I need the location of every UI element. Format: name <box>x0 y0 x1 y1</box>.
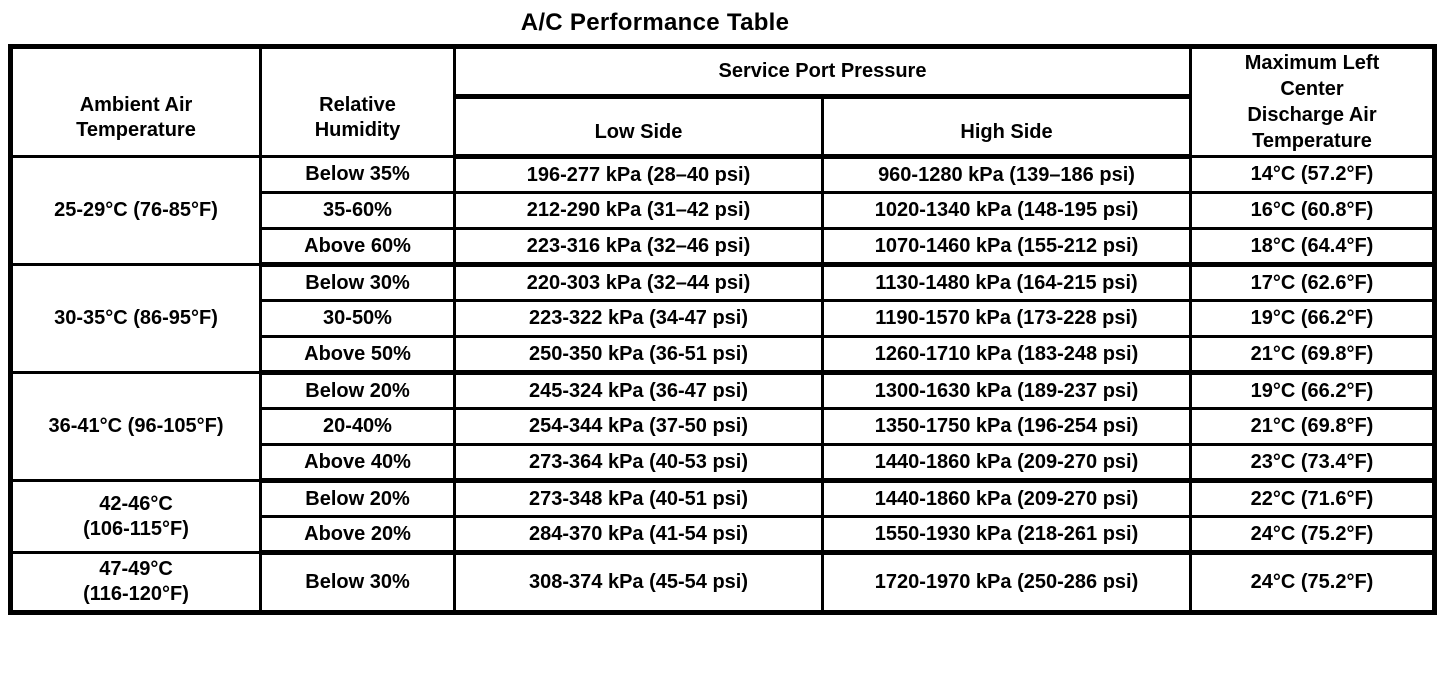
table-row: 20-40% 254-344 kPa (37-50 psi) 1350-1750… <box>11 407 1436 446</box>
header-high-side: High Side <box>821 95 1192 159</box>
header-line: Temperature <box>76 119 196 141</box>
high-side-cell: 1720-1970 kPa (250-286 psi) <box>821 551 1192 614</box>
ambient-text: 47-49°C <box>99 558 173 580</box>
table-row: Above 60% 223-316 kPa (32–46 psi) 1070-1… <box>11 227 1436 267</box>
header-line: Relative <box>319 94 396 116</box>
table-title: A/C Performance Table <box>520 9 790 36</box>
humidity-cell: 35-60% <box>259 191 456 230</box>
high-side-cell: 1440-1860 kPa (209-270 psi) <box>821 443 1192 483</box>
humidity-cell: Below 20% <box>259 479 456 518</box>
ambient-cell: 42-46°C (106-115°F) <box>9 479 262 554</box>
table-header: Ambient Air Temperature Relative Humidit… <box>9 45 1436 159</box>
humidity-cell: Below 30% <box>259 551 456 614</box>
ambient-cell: 47-49°C (116-120°F) <box>9 551 262 614</box>
discharge-temp-cell: 24°C (75.2°F) <box>1189 515 1436 555</box>
low-side-cell: 250-350 kPa (36-51 psi) <box>453 335 824 375</box>
humidity-cell: Below 30% <box>259 263 456 302</box>
discharge-temp-cell: 17°C (62.6°F) <box>1189 263 1436 302</box>
high-side-cell: 1020-1340 kPa (148-195 psi) <box>821 191 1192 230</box>
high-side-cell: 1070-1460 kPa (155-212 psi) <box>821 227 1192 267</box>
discharge-temp-cell: 21°C (69.8°F) <box>1189 335 1436 375</box>
ambient-text: (106-115°F) <box>83 517 189 540</box>
humidity-cell: Above 40% <box>259 443 456 483</box>
humidity-cell: Below 20% <box>259 371 456 410</box>
header-line: Temperature <box>1252 130 1372 152</box>
table-body: 25-29°C (76-85°F) Below 35% 196-277 kPa … <box>9 155 1436 614</box>
header-row-top: Ambient Air Temperature Relative Humidit… <box>9 45 1436 158</box>
high-side-cell: 1550-1930 kPa (218-261 psi) <box>821 515 1192 555</box>
low-side-cell: 273-364 kPa (40-53 psi) <box>453 443 824 483</box>
header-line: Maximum Left <box>1244 52 1380 74</box>
discharge-temp-cell: 22°C (71.6°F) <box>1189 479 1436 518</box>
header-relative-humidity: Relative Humidity <box>259 45 456 158</box>
ambient-text: (116-120°F) <box>83 583 189 605</box>
table-row: Above 50% 250-350 kPa (36-51 psi) 1260-1… <box>11 335 1436 375</box>
ambient-text: 36-41°C (96-105°F) <box>48 415 224 437</box>
table-row: 25-29°C (76-85°F) Below 35% 196-277 kPa … <box>9 155 1436 266</box>
header-line: Humidity <box>314 119 401 141</box>
ac-performance-table: Ambient Air Temperature Relative Humidit… <box>8 44 1437 615</box>
ambient-text: 30-35°C (86-95°F) <box>54 307 218 329</box>
table-row: 30-35°C (86-95°F) Below 30% 220-303 kPa … <box>9 263 1436 374</box>
high-side-cell: 1300-1630 kPa (189-237 psi) <box>821 371 1192 410</box>
discharge-temp-cell: 14°C (57.2°F) <box>1189 155 1436 194</box>
header-line: Discharge Air <box>1247 104 1377 126</box>
discharge-temp-cell: 23°C (73.4°F) <box>1189 443 1436 483</box>
discharge-temp-cell: 19°C (66.2°F) <box>1189 371 1436 410</box>
low-side-cell: 254-344 kPa (37-50 psi) <box>453 407 824 446</box>
low-side-cell: 212-290 kPa (31–42 psi) <box>453 191 824 230</box>
discharge-temp-cell: 16°C (60.8°F) <box>1189 191 1436 230</box>
table-row: 42-46°C (106-115°F) Below 20% 273-348 kP… <box>9 479 1436 554</box>
header-ambient-air-temperature: Ambient Air Temperature <box>9 45 262 158</box>
ambient-cell: 30-35°C (86-95°F) <box>9 263 262 374</box>
discharge-temp-cell: 21°C (69.8°F) <box>1189 407 1436 446</box>
discharge-temp-cell: 24°C (75.2°F) <box>1189 551 1436 614</box>
low-side-cell: 284-370 kPa (41-54 psi) <box>453 515 824 555</box>
humidity-cell: 20-40% <box>259 407 456 446</box>
high-side-cell: 1260-1710 kPa (183-248 psi) <box>821 335 1192 375</box>
discharge-temp-cell: 19°C (66.2°F) <box>1189 299 1436 338</box>
header-row-sub: Low Side High Side <box>11 95 1435 159</box>
discharge-temp-cell: 18°C (64.4°F) <box>1189 227 1436 267</box>
low-side-cell: 245-324 kPa (36-47 psi) <box>453 371 824 410</box>
high-side-cell: 960-1280 kPa (139–186 psi) <box>821 155 1192 194</box>
ambient-text: 42-46°C <box>99 492 173 515</box>
low-side-cell: 273-348 kPa (40-51 psi) <box>453 479 824 518</box>
header-line: Ambient Air <box>79 94 193 116</box>
high-side-cell: 1440-1860 kPa (209-270 psi) <box>821 479 1192 518</box>
humidity-cell: Above 50% <box>259 335 456 375</box>
low-side-cell: 220-303 kPa (32–44 psi) <box>453 263 824 302</box>
high-side-cell: 1130-1480 kPa (164-215 psi) <box>821 263 1192 302</box>
low-side-cell: 308-374 kPa (45-54 psi) <box>453 551 824 614</box>
high-side-cell: 1190-1570 kPa (173-228 psi) <box>821 299 1192 338</box>
header-service-port-pressure: Service Port Pressure <box>453 45 1192 99</box>
table-row: Above 20% 284-370 kPa (41-54 psi) 1550-1… <box>11 515 1436 555</box>
ambient-text: 25-29°C (76-85°F) <box>54 199 218 221</box>
header-max-left-center-discharge-air-temperature: Maximum Left Center Discharge Air Temper… <box>1189 45 1436 158</box>
table-row: 35-60% 212-290 kPa (31–42 psi) 1020-1340… <box>11 191 1436 230</box>
table-row: 36-41°C (96-105°F) Below 20% 245-324 kPa… <box>9 371 1436 482</box>
table-row: 47-49°C (116-120°F) Below 30% 308-374 kP… <box>9 551 1436 614</box>
table-row: Above 40% 273-364 kPa (40-53 psi) 1440-1… <box>11 443 1436 483</box>
low-side-cell: 223-316 kPa (32–46 psi) <box>453 227 824 267</box>
humidity-cell: 30-50% <box>259 299 456 338</box>
high-side-cell: 1350-1750 kPa (196-254 psi) <box>821 407 1192 446</box>
ambient-cell: 25-29°C (76-85°F) <box>9 155 262 266</box>
header-line: Center <box>1280 78 1344 100</box>
low-side-cell: 223-322 kPa (34-47 psi) <box>453 299 824 338</box>
header-low-side: Low Side <box>453 95 824 159</box>
ambient-cell: 36-41°C (96-105°F) <box>9 371 262 482</box>
humidity-cell: Below 35% <box>259 155 456 194</box>
table-row: 30-50% 223-322 kPa (34-47 psi) 1190-1570… <box>11 299 1436 338</box>
humidity-cell: Above 60% <box>259 227 456 267</box>
low-side-cell: 196-277 kPa (28–40 psi) <box>453 155 824 194</box>
humidity-cell: Above 20% <box>259 515 456 555</box>
